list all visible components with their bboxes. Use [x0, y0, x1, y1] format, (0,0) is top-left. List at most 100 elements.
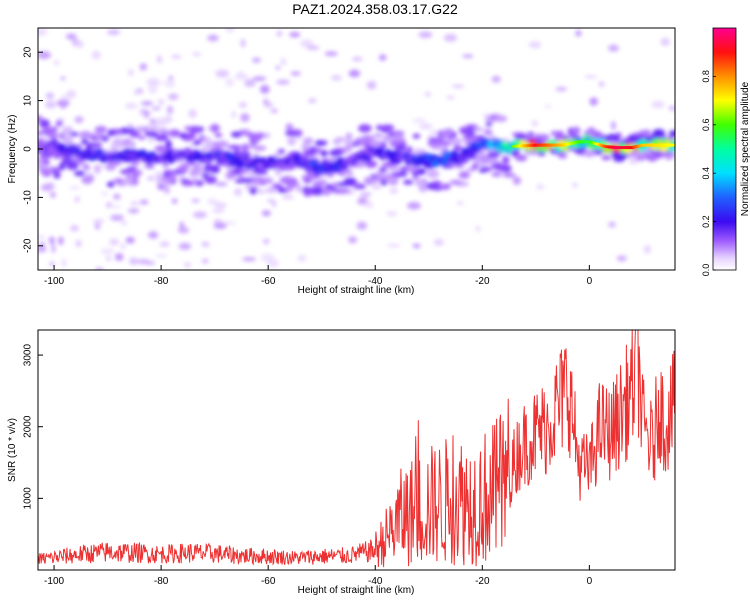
colorbar-tick-label: 0.4	[701, 167, 711, 180]
colorbar-tick-label: 0.0	[701, 264, 711, 277]
heatmap-noise	[302, 137, 314, 145]
heatmap-speckle	[225, 28, 235, 33]
heatmap-noise	[374, 171, 386, 177]
heatmap-noise	[154, 135, 169, 142]
heatmap-speckle	[92, 219, 105, 224]
heatmap-noise	[61, 126, 74, 132]
heatmap-noise	[58, 162, 66, 171]
heatmap-noise	[55, 120, 63, 127]
heatmap-noise	[176, 165, 190, 172]
heatmap-speckle	[433, 238, 444, 246]
colorbar-tick-label: 0.6	[701, 119, 711, 132]
heatmap-noise	[38, 115, 43, 123]
heatmap-speckle	[285, 123, 294, 131]
x-tick-label: -80	[154, 276, 169, 287]
heatmap-speckle	[598, 81, 605, 87]
colorbar-label: Normalized spectral amplitude	[740, 81, 750, 216]
heatmap-noise	[145, 131, 159, 138]
heatmap-noise	[314, 140, 327, 146]
heatmap-noise	[249, 186, 257, 195]
heatmap-speckle	[192, 211, 207, 219]
heatmap-noise	[525, 150, 539, 156]
heatmap-speckle	[135, 88, 144, 94]
heatmap-noise	[466, 129, 474, 139]
heatmap-speckle	[191, 198, 200, 203]
heatmap-noise	[119, 127, 131, 135]
heatmap-noise	[515, 154, 528, 162]
x-tick-label: -60	[261, 576, 276, 587]
heatmap-noise	[144, 163, 155, 169]
heatmap-speckle	[161, 81, 167, 85]
y-tick-label: 0	[23, 146, 34, 152]
x-tick-label: -40	[368, 576, 383, 587]
heatmap-noise	[329, 149, 342, 157]
heatmap-speckle	[531, 120, 538, 127]
heatmap-speckle	[429, 130, 439, 136]
heatmap-speckle	[95, 267, 104, 270]
heatmap-speckle	[260, 253, 275, 262]
heatmap-speckle	[120, 221, 127, 226]
heatmap-speckle	[267, 199, 274, 203]
heatmap-speckle	[512, 176, 522, 185]
heatmap-speckle	[306, 45, 320, 50]
heatmap-speckle	[108, 204, 122, 209]
heatmap-speckle	[129, 201, 140, 206]
heatmap-noise	[145, 125, 159, 132]
heatmap-speckle	[389, 187, 398, 194]
heatmap-noise	[332, 138, 342, 146]
x-tick-label: -20	[475, 576, 490, 587]
x-tick-label: -100	[44, 576, 64, 587]
heatmap-speckle	[136, 259, 150, 265]
heatmap-noise	[245, 182, 253, 189]
heatmap-noise	[73, 170, 86, 177]
heatmap-noise	[265, 187, 277, 194]
colorbar-tick-label: 0.2	[701, 215, 711, 228]
heatmap-speckle	[167, 93, 179, 101]
heatmap-noise	[453, 145, 463, 152]
colorbar-tick-label: 0.8	[701, 70, 711, 83]
heatmap-noise	[126, 166, 137, 173]
heatmap-noise	[391, 130, 405, 136]
heatmap-noise	[356, 138, 366, 143]
heatmap-speckle	[177, 226, 190, 234]
heatmap-noise	[408, 167, 419, 173]
heatmap-blobs	[38, 28, 675, 270]
heatmap-noise	[241, 143, 250, 152]
heatmap-speckle	[457, 201, 464, 205]
heatmap-speckle	[289, 31, 301, 38]
heatmap-noise	[230, 131, 243, 138]
heatmap-noise	[237, 174, 245, 180]
heatmap-speckle	[238, 71, 243, 76]
heatmap-noise	[567, 127, 574, 137]
x-tick-label: -100	[44, 276, 64, 287]
heatmap-noise	[382, 135, 393, 142]
heatmap-noise	[163, 178, 172, 185]
heatmap-noise	[169, 172, 177, 181]
heatmap-noise	[114, 177, 123, 185]
heatmap-noise	[478, 154, 491, 163]
heatmap-speckle	[166, 105, 174, 115]
heatmap-noise	[296, 188, 303, 193]
heatmap-noise	[259, 180, 266, 186]
heatmap-speckle	[106, 256, 111, 261]
heatmap-noise	[344, 137, 354, 147]
snr-axes: -100 -80 -60 -40 -20 0 1000 2000 3000	[23, 344, 593, 587]
heatmap-noise	[321, 188, 332, 196]
heatmap-speckle	[163, 185, 170, 195]
heatmap-noise	[231, 167, 243, 176]
heatmap-noise	[376, 176, 388, 182]
heatmap-noise	[83, 164, 91, 171]
heatmap-noise	[126, 140, 135, 147]
heatmap-noise	[342, 171, 355, 177]
heatmap-speckle	[443, 33, 458, 42]
spectrogram-x-axis-label: Height of straight line (km)	[298, 285, 415, 296]
heatmap-noise	[81, 175, 94, 185]
heatmap-noise	[227, 168, 234, 174]
heatmap-speckle	[38, 51, 51, 60]
heatmap-noise	[403, 179, 414, 185]
heatmap-noise	[365, 177, 379, 184]
heatmap-noise	[193, 162, 202, 171]
y-tick-label: 2000	[23, 415, 34, 438]
heatmap-speckle	[240, 113, 250, 123]
heatmap-speckle	[45, 92, 54, 100]
